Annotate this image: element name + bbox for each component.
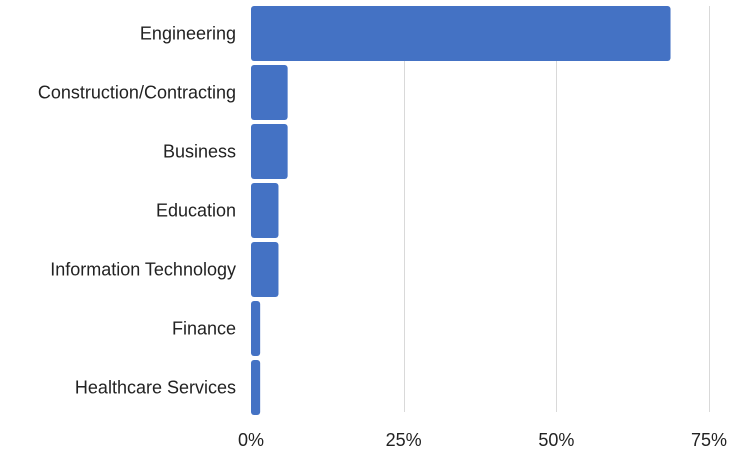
category-label: Construction/Contracting <box>38 83 236 103</box>
bar <box>251 242 279 297</box>
category-labels: Engineering Construction/Contracting Busin… <box>38 24 236 398</box>
category-label: Education <box>156 201 236 221</box>
category-label: Business <box>163 142 236 162</box>
category-label: Healthcare Services <box>75 378 236 398</box>
bar <box>251 6 671 61</box>
bar <box>251 124 288 179</box>
bars <box>251 6 671 415</box>
x-tick-label: 25% <box>386 430 422 450</box>
x-tick-label: 50% <box>538 430 574 450</box>
x-tick-label: 75% <box>691 430 727 450</box>
x-tick-label: 0% <box>238 430 264 450</box>
category-label: Finance <box>172 319 236 339</box>
category-label: Information Technology <box>50 260 236 280</box>
bar <box>251 183 279 238</box>
category-label: Engineering <box>140 24 236 44</box>
gridlines <box>404 6 710 412</box>
bar <box>251 65 288 120</box>
bar <box>251 360 261 415</box>
x-tick-labels: 0% 25% 50% 75% <box>238 430 727 450</box>
bar <box>251 301 261 356</box>
